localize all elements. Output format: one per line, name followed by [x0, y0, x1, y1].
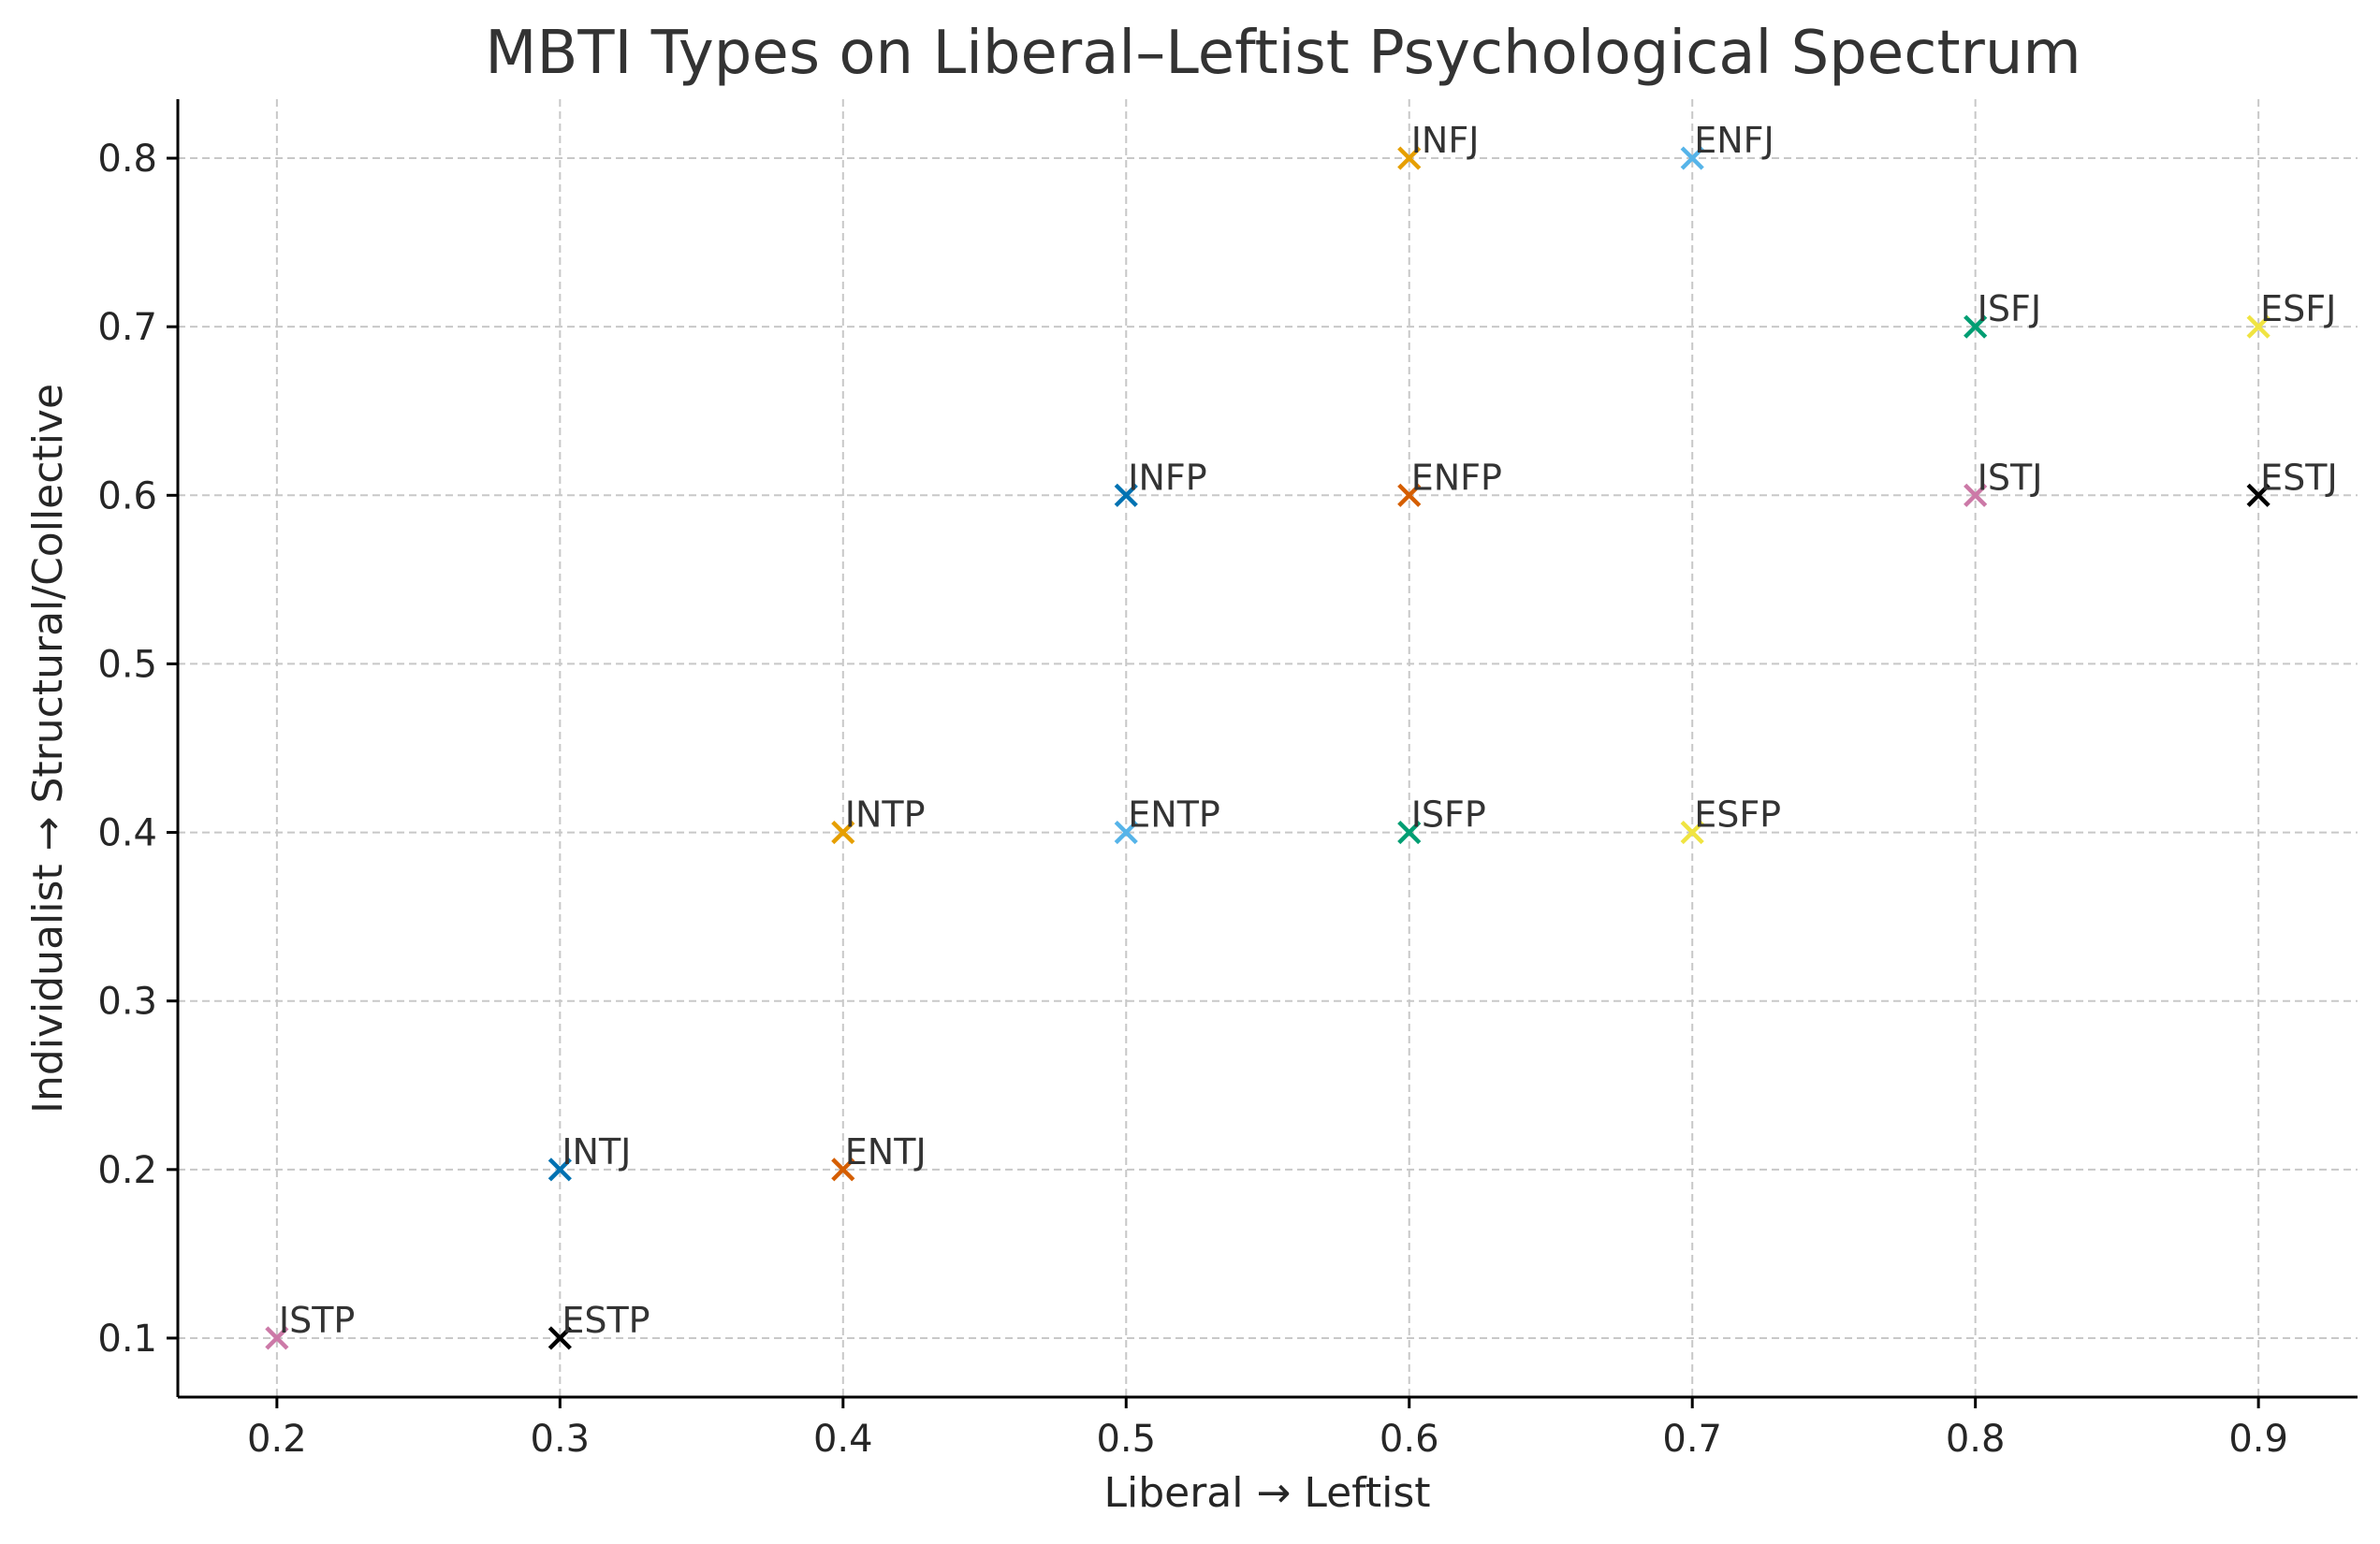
x-marker-stroke: [831, 820, 855, 845]
point-estp: ESTP: [548, 1300, 650, 1350]
chart-title: MBTI Types on Liberal–Leftist Psychologi…: [485, 19, 2081, 88]
point-isfj: ISFJ: [1964, 288, 2041, 339]
point-estj: ESTJ: [2246, 457, 2338, 507]
point-esfj: ESFJ: [2246, 288, 2336, 339]
x-marker-stroke: [2246, 483, 2270, 507]
point-entj: ENTJ: [831, 1131, 927, 1182]
point-label: ESFJ: [2260, 288, 2336, 329]
point-label: ISTJ: [1978, 457, 2043, 498]
point-label: INFP: [1128, 457, 1206, 498]
point-label: ENTP: [1128, 794, 1220, 836]
x-marker-stroke: [1397, 483, 1422, 507]
x-marker-stroke: [2246, 314, 2270, 339]
point-esfp: ESFP: [1680, 794, 1781, 845]
point-label: ENFP: [1411, 457, 1502, 498]
x-tick-label: 0.9: [2228, 1418, 2288, 1461]
x-marker-stroke: [1680, 820, 1704, 845]
x-tick-label: 0.2: [247, 1418, 307, 1461]
y-tick-label: 0.6: [97, 474, 157, 517]
point-infp: INFP: [1114, 457, 1207, 507]
x-marker-stroke: [548, 1326, 572, 1350]
point-label: ESTJ: [2260, 457, 2338, 498]
point-infj: INFJ: [1397, 120, 1480, 170]
y-tick-label: 0.7: [97, 306, 157, 349]
point-entp: ENTP: [1114, 794, 1220, 845]
y-tick-label: 0.1: [97, 1318, 157, 1361]
point-enfp: ENFP: [1397, 457, 1502, 507]
point-enfj: ENFJ: [1680, 120, 1774, 170]
x-marker-stroke: [265, 1326, 289, 1350]
y-tick-label: 0.8: [97, 138, 157, 181]
point-label: INFJ: [1411, 120, 1480, 161]
x-marker-stroke: [548, 1158, 572, 1182]
point-isfp: ISFP: [1397, 794, 1486, 845]
y-tick-label: 0.4: [97, 812, 157, 855]
x-marker-stroke: [831, 1158, 855, 1182]
x-tick-label: 0.6: [1380, 1418, 1439, 1461]
point-label: INTP: [845, 794, 926, 836]
x-marker-stroke: [1114, 483, 1138, 507]
point-intp: INTP: [831, 794, 926, 845]
x-tick-label: 0.8: [1946, 1418, 2006, 1461]
point-label: INTJ: [562, 1131, 631, 1173]
point-label: ESTP: [562, 1300, 650, 1341]
y-tick-label: 0.5: [97, 643, 157, 686]
x-tick-label: 0.3: [531, 1418, 591, 1461]
point-label: ISFJ: [1978, 288, 2041, 329]
grid-layer: [178, 99, 2358, 1397]
point-istp: ISTP: [265, 1300, 355, 1350]
y-axis-title: Individualist → Structural/Collective: [24, 384, 72, 1114]
x-marker-stroke: [1964, 314, 1988, 339]
point-label: ENFJ: [1694, 120, 1774, 161]
x-marker-stroke: [1114, 820, 1138, 845]
x-tick-label: 0.5: [1096, 1418, 1156, 1461]
point-istj: ISTJ: [1964, 457, 2043, 507]
x-tick-label: 0.7: [1662, 1418, 1722, 1461]
points-layer: INTJ ENTJ INTP ENTP INFJ ENFJ INFP ENFP ISTJ ESTJ…: [265, 120, 2338, 1350]
point-label: ENTJ: [845, 1131, 927, 1173]
x-marker-stroke: [1680, 146, 1704, 170]
point-intj: INTJ: [548, 1131, 631, 1182]
x-marker-stroke: [1397, 820, 1422, 845]
x-marker-stroke: [1397, 146, 1422, 170]
point-label: ESFP: [1694, 794, 1781, 836]
x-axis-title: Liberal → Leftist: [1103, 1469, 1430, 1517]
ticks-layer: 0.2 0.3 0.4 0.5 0.6 0.7 0.8 0.9 0.1 0.2 0.3 0.4 0.5 0…: [97, 138, 2288, 1461]
y-tick-label: 0.3: [97, 981, 157, 1024]
axes-layer: [176, 99, 2358, 1399]
point-label: ISTP: [279, 1300, 355, 1341]
point-label: ISFP: [1411, 794, 1486, 836]
x-marker-stroke: [1964, 483, 1988, 507]
x-tick-label: 0.4: [813, 1418, 873, 1461]
y-tick-label: 0.2: [97, 1149, 157, 1192]
